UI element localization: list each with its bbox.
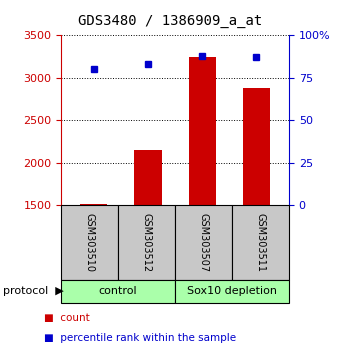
Text: ■  count: ■ count	[44, 313, 90, 323]
Text: GSM303512: GSM303512	[142, 213, 152, 272]
Bar	[134, 150, 162, 205]
Text: GSM303507: GSM303507	[199, 213, 208, 272]
Text: Sox10 depletion: Sox10 depletion	[187, 286, 277, 296]
Bar	[243, 88, 270, 205]
Text: GSM303511: GSM303511	[256, 213, 266, 272]
Text: GSM303510: GSM303510	[85, 213, 95, 272]
Text: GDS3480 / 1386909_a_at: GDS3480 / 1386909_a_at	[78, 14, 262, 28]
Bar	[189, 57, 216, 205]
Text: protocol  ▶: protocol ▶	[3, 286, 64, 296]
Text: ■  percentile rank within the sample: ■ percentile rank within the sample	[44, 333, 236, 343]
Text: control: control	[99, 286, 137, 296]
